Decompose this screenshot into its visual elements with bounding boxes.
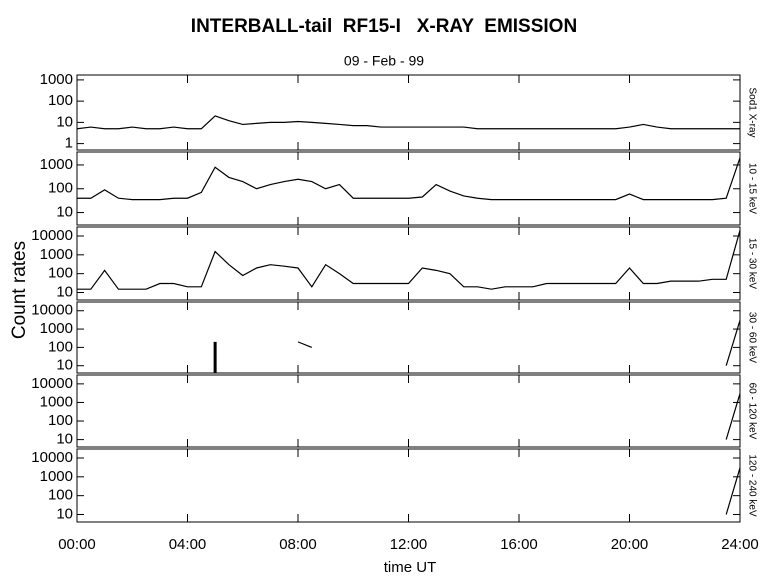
y-tick-label: 1000 bbox=[40, 246, 73, 263]
y-tick-label: 10 bbox=[56, 431, 73, 448]
panel-label: 120 - 240 keV bbox=[746, 454, 757, 517]
y-axis-label: Count rates bbox=[9, 241, 30, 339]
panel-label: 30 - 60 keV bbox=[746, 312, 757, 363]
data-line bbox=[76, 115, 740, 130]
panel-label: 15 - 30 keV bbox=[746, 238, 757, 289]
x-tick-label: 16:00 bbox=[500, 536, 538, 553]
y-tick-label: 10 bbox=[56, 204, 73, 221]
y-tick-label: 10000 bbox=[31, 302, 73, 319]
y-tick-label: 10 bbox=[56, 505, 73, 522]
panel-frame bbox=[76, 374, 741, 448]
data-line bbox=[725, 393, 741, 440]
y-tick-label: 1000 bbox=[40, 468, 73, 485]
data-line bbox=[77, 230, 741, 290]
y-tick-label: 1000 bbox=[40, 393, 73, 410]
panel-frame bbox=[76, 301, 741, 374]
y-tick-label: 10000 bbox=[31, 449, 73, 466]
y-tick-label: 100 bbox=[48, 92, 73, 109]
panel-frame bbox=[76, 226, 741, 301]
y-tick-label: 1 bbox=[65, 135, 73, 152]
panel-label: 60 - 120 keV bbox=[746, 383, 757, 440]
x-tick-label: 00:00 bbox=[58, 536, 96, 553]
y-tick-label: 1000 bbox=[40, 320, 73, 337]
y-tick-label: 100 bbox=[48, 338, 73, 355]
data-line bbox=[725, 467, 741, 515]
chart-title: INTERBALL-tail RF15-I X-RAY EMISSION bbox=[191, 16, 577, 37]
panel-frame bbox=[76, 151, 741, 226]
y-tick-label: 10 bbox=[56, 283, 73, 300]
y-tick-label: 1000 bbox=[40, 156, 73, 173]
data-line bbox=[725, 320, 741, 366]
panel-label: Sod1 X-ray bbox=[746, 87, 757, 137]
panel-frame bbox=[76, 448, 741, 523]
y-tick-label: 1000 bbox=[40, 71, 73, 88]
x-tick-label: 12:00 bbox=[390, 536, 428, 553]
y-tick-label: 10000 bbox=[31, 375, 73, 392]
panel-label: 10 - 15 keV bbox=[746, 163, 757, 214]
chart-subtitle: 09 - Feb - 99 bbox=[344, 53, 424, 69]
y-tick-label: 100 bbox=[48, 487, 73, 504]
data-line bbox=[77, 157, 741, 201]
y-tick-label: 100 bbox=[48, 412, 73, 429]
x-tick-label: 24:00 bbox=[721, 536, 759, 553]
x-tick-label: 20:00 bbox=[611, 536, 649, 553]
y-tick-label: 100 bbox=[48, 180, 73, 197]
x-tick-label: 04:00 bbox=[169, 536, 207, 553]
y-tick-label: 10 bbox=[56, 113, 73, 130]
x-axis-label: time UT bbox=[384, 559, 437, 576]
y-tick-label: 10 bbox=[56, 357, 73, 374]
y-tick-label: 100 bbox=[48, 265, 73, 282]
panel-frame bbox=[76, 74, 741, 151]
x-tick-label: 08:00 bbox=[279, 536, 317, 553]
y-tick-label: 10000 bbox=[31, 227, 73, 244]
data-line bbox=[297, 341, 313, 348]
